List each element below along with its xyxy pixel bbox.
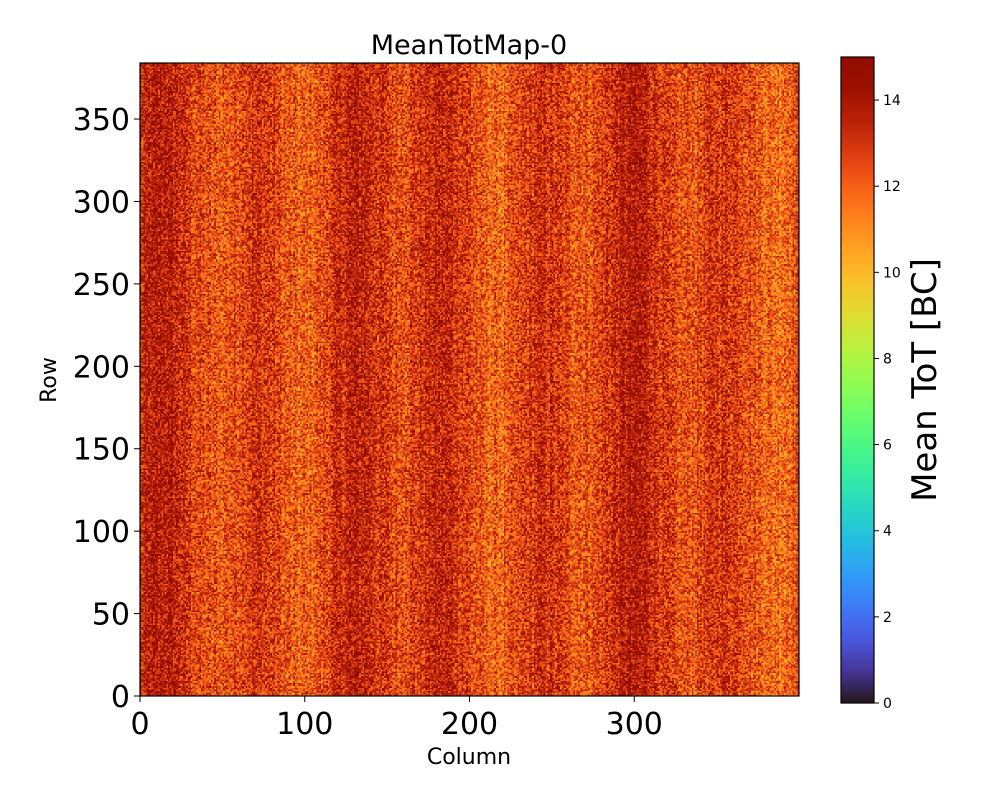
y-tick-label: 150: [73, 433, 130, 468]
colorbar-ticks: 0 2 4 6 8 10 12 14: [874, 93, 901, 712]
y-tick-label: 350: [73, 103, 130, 138]
colorbar-frame: [840, 56, 875, 704]
x-tick-label: 200: [441, 707, 498, 742]
y-axis-label: Row: [37, 357, 62, 403]
y-tick-label: 300: [73, 185, 130, 220]
x-tick-label: 0: [130, 707, 149, 742]
x-tick-label: 100: [276, 707, 333, 742]
chart-title: MeanTotMap-0: [371, 30, 567, 61]
heatmap-image: [140, 63, 799, 696]
colorbar: [841, 57, 874, 703]
colorbar-tick-label: 10: [883, 265, 901, 281]
x-axis-ticks: 0 100 200 300: [130, 696, 663, 742]
colorbar-label: Mean ToT [BC]: [905, 258, 945, 502]
colorbar-tick-label: 2: [883, 610, 892, 626]
colorbar-tick-label: 4: [883, 524, 892, 540]
x-axis-label: Column: [427, 745, 511, 770]
colorbar-tick-label: 8: [883, 351, 892, 367]
y-tick-label: 100: [73, 515, 130, 550]
x-tick-label: 300: [606, 707, 663, 742]
y-tick-label: 250: [73, 268, 130, 303]
y-tick-label: 50: [92, 598, 130, 633]
y-tick-label: 0: [111, 680, 130, 715]
colorbar-tick-label: 14: [883, 93, 901, 109]
colorbar-tick-label: 12: [883, 179, 901, 195]
y-axis-ticks: 0 50 100 150 200 250 300 350: [73, 103, 140, 715]
colorbar-tick-label: 6: [883, 438, 892, 454]
colorbar-tick-label: 0: [883, 696, 892, 712]
y-tick-label: 200: [73, 350, 130, 385]
